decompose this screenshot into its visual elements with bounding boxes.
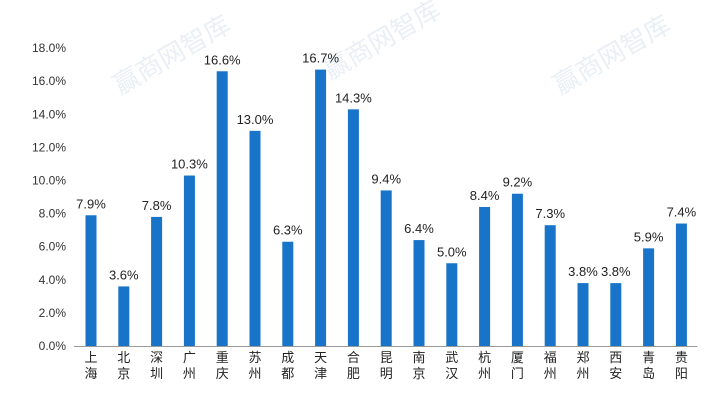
y-tick-label: 6.0%: [39, 240, 67, 254]
bar: [511, 193, 523, 346]
y-tick-label: 12.0%: [32, 140, 66, 154]
x-category-label: 南京: [412, 350, 425, 382]
x-category-label: 上海: [84, 351, 97, 382]
x-category-label: 贵阳: [675, 351, 688, 382]
x-category-label: 西安: [609, 351, 622, 382]
y-axis-tick-labels: 0.0% 2.0% 4.0% 6.0% 8.0% 10.0% 12.0% 14.0% 16.0%…: [32, 41, 66, 353]
data-label: 16.7%: [302, 51, 339, 66]
data-label: 8.4%: [470, 188, 500, 203]
watermark-layer: 赢商网智库 赢商网智库 赢商网智库: [109, 0, 677, 101]
data-label: 13.0%: [237, 112, 274, 127]
watermark-text: 赢商网智库: [549, 10, 677, 101]
data-label: 3.8%: [601, 264, 631, 279]
bar: [446, 263, 458, 346]
x-category-label: 杭州: [478, 351, 491, 382]
y-tick-label: 4.0%: [39, 273, 67, 287]
data-label: 14.3%: [335, 90, 372, 105]
bar: [315, 69, 327, 347]
data-label: 3.8%: [568, 264, 598, 279]
x-category-label: 武汉: [445, 351, 458, 382]
x-category-label: 深圳: [150, 351, 163, 382]
y-tick-label: 0.0%: [39, 339, 67, 353]
x-category-label: 郑州: [576, 351, 589, 382]
data-label: 10.3%: [171, 157, 208, 172]
data-label: 5.9%: [634, 229, 664, 244]
data-label: 5.0%: [437, 244, 467, 259]
y-tick-label: 14.0%: [32, 107, 66, 121]
data-label: 6.3%: [273, 223, 303, 238]
y-tick-label: 10.0%: [32, 174, 66, 188]
x-category-label: 青岛: [642, 351, 655, 382]
data-label: 7.9%: [76, 196, 106, 211]
bar: [216, 71, 228, 347]
y-tick-label: 2.0%: [39, 306, 67, 320]
bar: [282, 241, 294, 346]
bar: [413, 240, 425, 346]
bar: [151, 216, 163, 346]
x-category-label: 福州: [544, 351, 557, 382]
bar: [85, 215, 97, 346]
bar: [380, 190, 392, 346]
bar: [643, 248, 655, 346]
bar: [118, 286, 130, 346]
data-labels: 7.9% 3.6% 7.8% 10.3% 16.6% 13.0% 6.3% 16.7% 14.3…: [76, 51, 696, 283]
bar: [249, 130, 261, 346]
y-tick-label: 16.0%: [32, 74, 66, 88]
x-category-label: 合肥: [347, 351, 360, 382]
data-label: 3.6%: [109, 267, 139, 282]
bar: [183, 175, 195, 346]
bar: [675, 223, 687, 346]
data-label: 7.4%: [667, 205, 697, 220]
bar: [347, 109, 359, 347]
bars: [85, 69, 687, 347]
data-label: 6.4%: [404, 221, 434, 236]
bar: [479, 206, 491, 346]
x-category-label: 苏州: [248, 350, 261, 382]
bar: [577, 283, 589, 346]
data-label: 9.4%: [371, 171, 401, 186]
watermark-text: 赢商网智库: [319, 0, 447, 86]
data-label: 16.6%: [204, 52, 241, 67]
data-label: 7.3%: [535, 206, 565, 221]
y-tick-label: 8.0%: [39, 207, 67, 221]
x-category-label: 重庆: [216, 350, 229, 382]
bar: [610, 283, 622, 346]
x-category-label: 北京: [117, 351, 130, 382]
x-category-label: 广州: [183, 351, 196, 382]
x-category-label: 厦门: [511, 351, 524, 382]
data-label: 7.8%: [142, 198, 172, 213]
x-category-label: 天津: [314, 351, 327, 382]
y-tick-label: 18.0%: [32, 41, 66, 55]
x-category-label: 成都: [281, 351, 294, 382]
data-label: 9.2%: [503, 175, 533, 190]
bar: [544, 225, 556, 346]
x-category-label: 昆明: [380, 351, 393, 382]
